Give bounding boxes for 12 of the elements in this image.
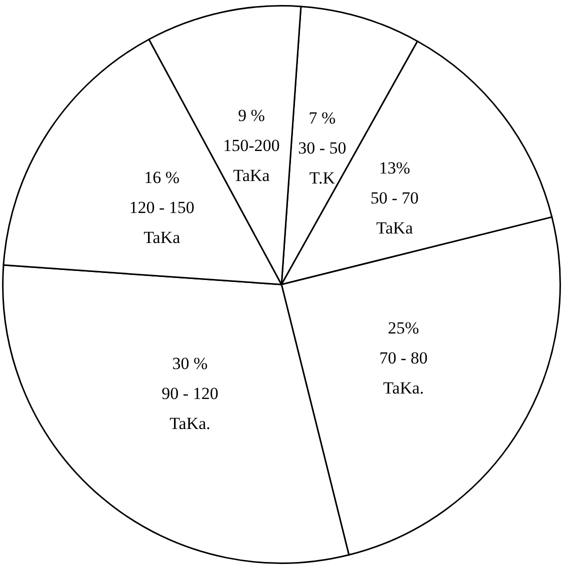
data-label: 30 % [172, 354, 208, 374]
data-label: 13% [378, 158, 410, 178]
slice-label: 90 - 120 TaKa. [162, 384, 218, 434]
slice-label: 70 - 80 TaKa. [379, 348, 428, 398]
data-label: 25% [388, 318, 420, 338]
data-label: 9 % [238, 106, 265, 125]
slice-label: 150-200 TaKa [223, 136, 280, 185]
data-label: 16 % [144, 168, 180, 187]
data-label: 7 % [308, 108, 336, 128]
slice-label: 120 - 150 TaKa [129, 198, 194, 247]
slice-label: 30 - 50 T.K [298, 138, 346, 188]
slice-label: 50 - 70 TaKa [370, 188, 419, 238]
